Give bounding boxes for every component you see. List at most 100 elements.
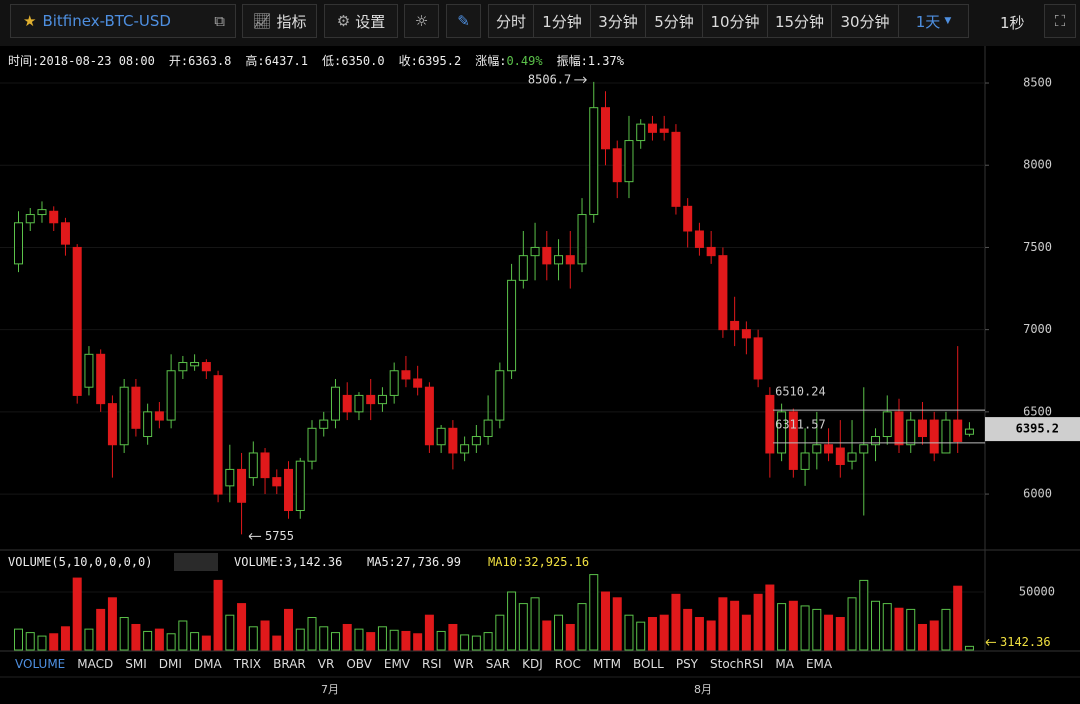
indicator-tab[interactable]: DMA xyxy=(193,657,222,671)
candle-body xyxy=(178,362,188,372)
candle-body xyxy=(460,444,470,454)
candle-body xyxy=(190,362,200,367)
interval-button[interactable]: 15分钟 xyxy=(767,4,832,38)
candle-body xyxy=(507,279,517,372)
volume-tools[interactable] xyxy=(174,553,218,571)
volume-bar xyxy=(284,608,294,651)
candle-body xyxy=(154,411,164,421)
volume-header: VOLUME(5,10,0,0,0,0) xyxy=(8,555,153,569)
volume-bar xyxy=(460,634,470,651)
fullscreen-button[interactable]: ⛶ xyxy=(1044,4,1076,38)
settings-button[interactable]: ⚙ 设置 xyxy=(324,4,398,38)
volume-bar xyxy=(248,626,258,651)
candle-body xyxy=(577,214,587,265)
volume-bar xyxy=(178,620,188,651)
indicator-tab[interactable]: OBV xyxy=(346,657,372,671)
indicator-tab[interactable]: DMI xyxy=(158,657,182,671)
volume-bar xyxy=(647,617,657,651)
candle-body xyxy=(49,210,59,224)
indicator-tab[interactable]: SAR xyxy=(485,657,511,671)
candle-body xyxy=(389,370,399,396)
info-label: 高: xyxy=(245,54,265,68)
volume-bar xyxy=(964,645,974,651)
indicator-tab[interactable]: EMV xyxy=(383,657,411,671)
indicator-tab[interactable]: VR xyxy=(317,657,335,671)
indicator-tab[interactable]: KDJ xyxy=(522,657,543,671)
draw-button[interactable]: ✎ xyxy=(446,4,481,38)
candle-body xyxy=(260,452,270,479)
indicator-tab[interactable]: VOLUME xyxy=(15,657,66,671)
candle-body xyxy=(213,375,223,495)
volume-bar xyxy=(84,628,94,651)
candle-body xyxy=(753,337,763,380)
theme-button[interactable]: ☼ xyxy=(404,4,439,38)
interval-button[interactable]: 5分钟 xyxy=(645,4,703,38)
info-label: 收: xyxy=(398,54,418,68)
volume-current: VOLUME:3,142.36 xyxy=(234,555,343,569)
interval-button[interactable]: 1天 ▼ xyxy=(898,4,969,38)
volume-bar xyxy=(507,591,517,651)
volume-bar xyxy=(401,630,411,651)
copy-icon: ⧉ xyxy=(214,12,225,30)
interval-button[interactable]: 分时 xyxy=(488,4,534,38)
candle-body xyxy=(366,394,376,405)
arrow xyxy=(574,76,587,84)
volume-bar xyxy=(483,632,493,651)
y-tick-label: 8500 xyxy=(1023,76,1052,90)
indicator-tab[interactable]: PSY xyxy=(675,657,699,671)
candle-body xyxy=(330,386,340,421)
candle-body xyxy=(847,452,857,462)
interval-button[interactable]: 10分钟 xyxy=(702,4,768,38)
indicator-tab[interactable]: WR xyxy=(453,657,474,671)
volume-bar xyxy=(377,626,387,651)
candle-body xyxy=(119,386,129,446)
indicator-tab[interactable]: MTM xyxy=(592,657,621,671)
indicator-tab[interactable]: MA xyxy=(775,657,794,671)
info-item: 高:6437.1 xyxy=(245,52,308,69)
indicator-button[interactable]: 📈︎ 指标 xyxy=(242,4,317,38)
volume-bar xyxy=(812,608,822,651)
candle-body xyxy=(272,477,282,487)
volume-bar xyxy=(894,607,904,651)
info-label: 振幅: xyxy=(556,54,588,68)
volume-bar xyxy=(436,630,446,651)
settings-label: 设置 xyxy=(355,12,386,31)
volume-bar xyxy=(448,623,458,651)
candle-body xyxy=(25,214,35,224)
volume-bar xyxy=(882,603,892,651)
interval-button[interactable]: 30分钟 xyxy=(831,4,899,38)
candle-body xyxy=(554,255,564,265)
volume-bar xyxy=(530,597,540,651)
volume-bar xyxy=(941,608,951,651)
indicator-tab[interactable]: BOLL xyxy=(632,657,664,671)
volume-bar xyxy=(694,617,704,651)
info-value: 6363.8 xyxy=(188,54,232,68)
low-annotation: 5755 xyxy=(265,529,294,543)
indicator-tab[interactable]: BRAR xyxy=(273,657,306,671)
indicator-tab[interactable]: TRIX xyxy=(233,657,262,671)
indicator-tab[interactable]: RSI xyxy=(422,657,442,671)
indicator-tab[interactable]: ROC xyxy=(554,657,581,671)
symbol: Bitfinex-BTC-USD xyxy=(42,12,171,30)
interval-button[interactable]: 3分钟 xyxy=(590,4,646,38)
symbol-box[interactable]: ★ Bitfinex-BTC-USD ⧉ xyxy=(10,4,236,38)
volume-bar xyxy=(37,635,47,651)
price-tag xyxy=(985,417,1080,442)
indicator-tab[interactable]: SMI xyxy=(125,657,147,671)
candle-body xyxy=(143,411,153,438)
volume-bar xyxy=(835,617,845,651)
candle-body xyxy=(812,444,822,454)
volume-bar xyxy=(131,623,141,651)
volume-bar xyxy=(495,614,505,651)
candle-body xyxy=(60,222,70,245)
indicator-tab[interactable]: MACD xyxy=(77,657,114,671)
interval-button[interactable]: 1分钟 xyxy=(533,4,591,38)
indicator-tab[interactable]: EMA xyxy=(805,657,833,671)
indicator-tab[interactable]: StochRSI xyxy=(710,657,764,671)
candle-body xyxy=(706,246,716,257)
volume-bar xyxy=(154,628,164,651)
volume-bar xyxy=(847,597,857,651)
volume-bar xyxy=(706,620,716,651)
info-item: 开:6363.8 xyxy=(169,52,232,69)
